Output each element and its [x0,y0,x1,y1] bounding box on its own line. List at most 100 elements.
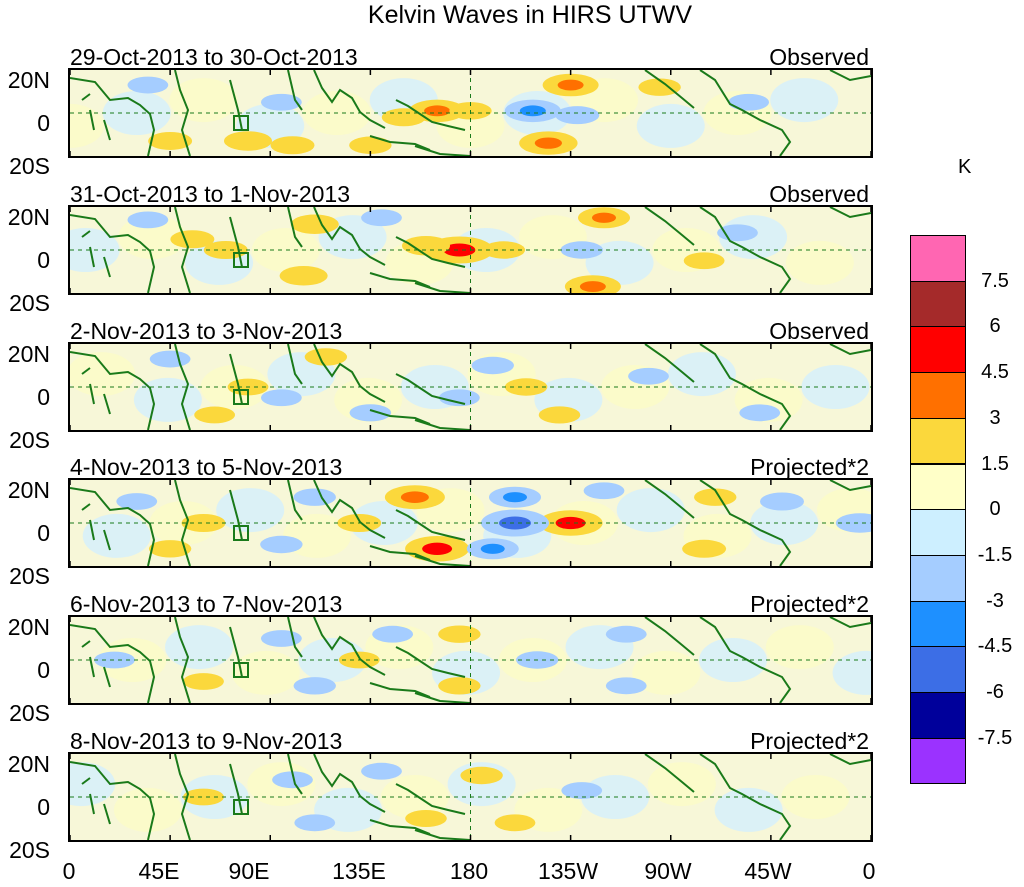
colorbar-swatch [910,737,966,785]
panel-type-label: Observed [769,318,869,344]
colorbar-level-label: 7.5 [981,269,1009,292]
anomaly-core [555,516,586,530]
coastline [369,135,431,151]
coastline [70,487,156,566]
anomaly-contour [127,211,169,229]
colorbar-swatch [910,372,966,419]
map-panel: 31-Oct-2013 to 1-Nov-2013 Observed 20N 0 20S [0,179,900,315]
colorbar-swatch [910,417,966,465]
anomaly-contour [260,93,302,111]
panel-date-range: 2-Nov-2013 to 3-Nov-2013 [70,318,343,344]
coastline [313,480,386,539]
coastline [414,555,471,566]
anomaly-map [68,478,873,568]
coastline [644,480,695,519]
anomaly-map [68,342,873,432]
coastline [369,545,431,561]
anomaly-contour [683,252,725,270]
panel-date-range: 4-Nov-2013 to 5-Nov-2013 [70,454,343,480]
coastline [287,617,303,658]
coastline [287,70,303,111]
coastline [644,207,695,246]
colorbar-swatch [910,646,966,693]
coastline [313,207,386,266]
anomaly-map-svg [70,480,871,566]
coastline [395,373,466,405]
anomaly-contour [605,625,647,643]
coastline [369,409,431,425]
y-tick-label: 20N [7,477,50,503]
y-tick-label: 20S [9,700,50,726]
x-tick-label: 0 [62,858,76,884]
y-tick-label: 20N [7,614,50,640]
y-tick-label: 20S [9,563,50,589]
anomaly-contour [148,131,193,150]
anomaly-map-svg [70,70,871,156]
background-band [801,365,870,409]
coastline [81,367,111,415]
coastline [70,761,156,840]
coastline [174,344,191,430]
colorbar-level-label: -4.5 [977,635,1013,658]
coastline [229,79,243,131]
anomaly-contour [361,209,402,227]
anomaly-contour [402,235,450,256]
anomaly-contour [294,814,336,832]
anomaly-contour [583,482,625,500]
coastline [699,70,792,156]
background-band [832,650,871,695]
anomaly-map-svg [70,617,871,703]
background-band [632,650,701,695]
anomaly-contour [279,266,328,286]
anomaly-contour [260,535,303,554]
figure-title: Kelvin Waves in HIRS UTWV [367,1,693,29]
anomaly-core [424,105,451,117]
y-tick-label: 20S [9,837,50,863]
anomaly-contour [127,76,169,94]
anomaly-core [480,543,505,554]
anomaly-contour [682,539,727,558]
region-box [233,389,249,405]
background-band [70,352,136,397]
coastline [313,617,386,676]
region-box [233,252,249,268]
colorbar [910,235,966,785]
anomaly-map [68,752,873,842]
coastline [287,754,303,795]
coastline [644,754,695,793]
coastline [287,207,303,248]
coastline [81,777,111,825]
anomaly-contour [148,540,192,558]
colorbar-swatch [910,463,966,511]
colorbar-level-label: -1.5 [977,543,1013,566]
panel-date-range: 31-Oct-2013 to 1-Nov-2013 [70,181,350,207]
anomaly-contour [260,389,302,407]
colorbar-swatch [910,326,966,374]
anomaly-contour [183,673,224,690]
y-tick-label: 20S [9,427,50,453]
coastline [829,344,871,356]
colorbar-swatch [910,280,966,328]
anomaly-contour [555,106,600,125]
coastline [644,344,695,383]
coastline [414,692,471,703]
colorbar-level-label: -3 [986,589,1004,612]
coastline [174,754,191,840]
y-tick-label: 20S [9,153,50,179]
coastline [70,77,156,156]
coastline [70,624,156,703]
anomaly-map [68,205,873,295]
panel-type-label: Projected*2 [750,454,869,480]
anomaly-core [592,212,616,223]
anomaly-contour [605,677,647,695]
anomaly-contour [438,389,480,407]
colorbar-level-label: 4.5 [981,361,1009,384]
region-box [233,799,249,815]
anomaly-contour [494,814,536,832]
anomaly-contour [372,625,414,643]
anomaly-contour [438,677,481,695]
coastline [313,344,386,403]
coastline [81,93,111,141]
coastline [699,480,792,566]
background-band [82,513,151,558]
